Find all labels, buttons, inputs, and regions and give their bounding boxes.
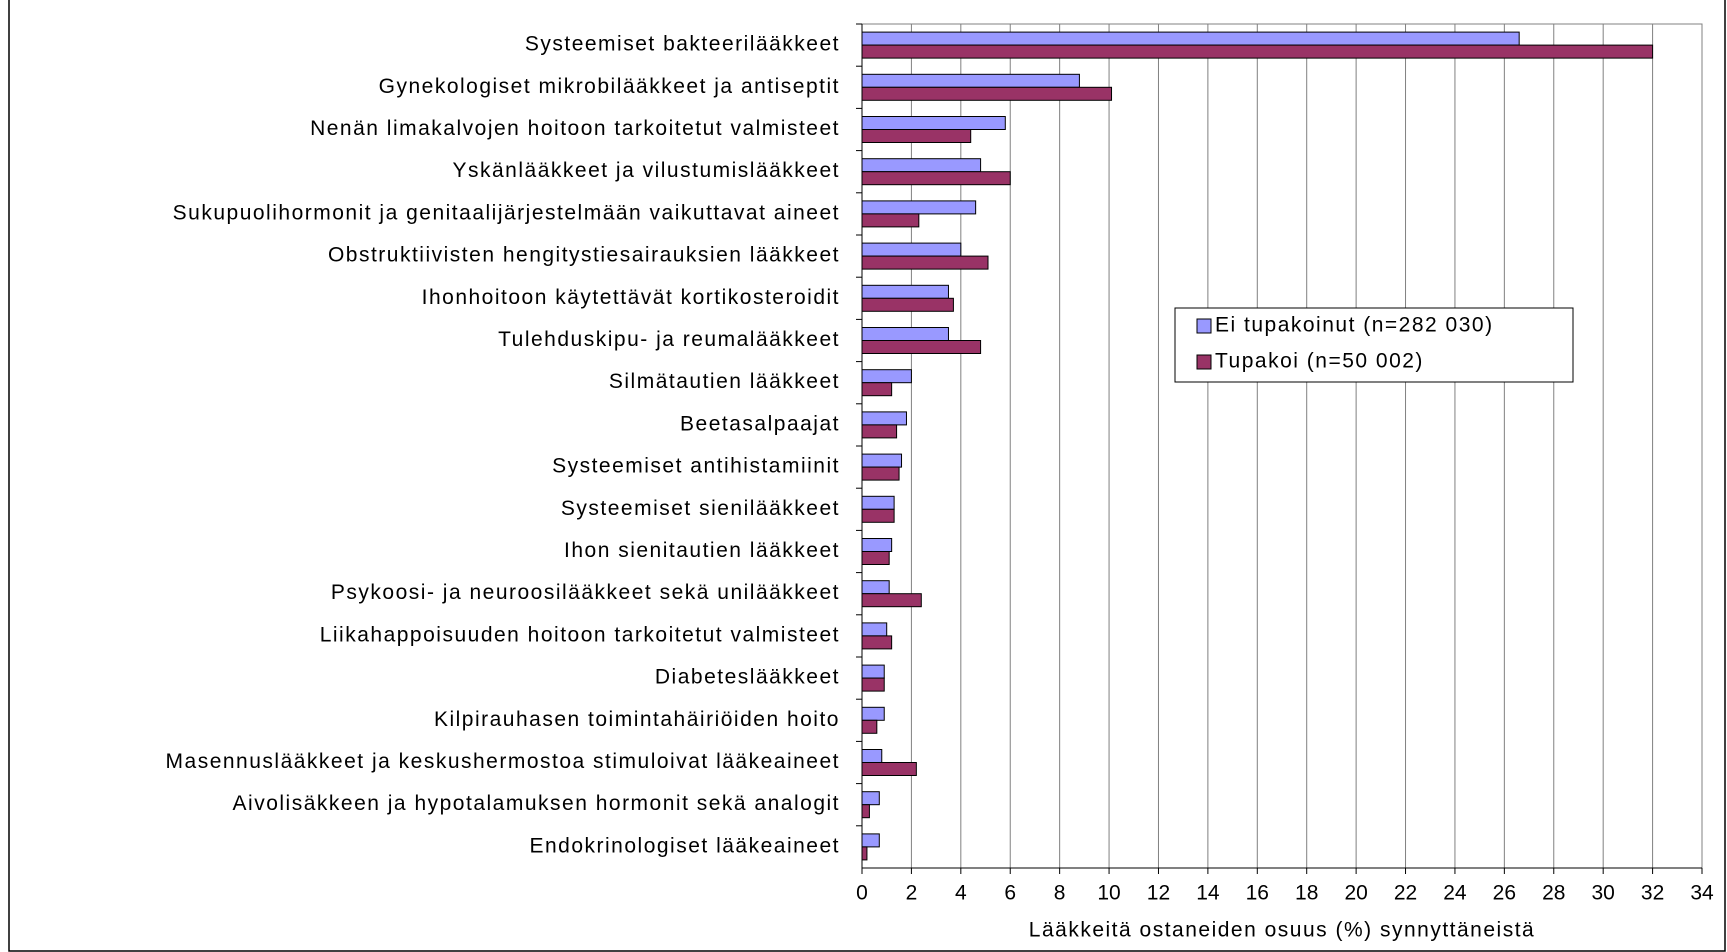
bar [861,551,890,565]
bar [861,706,885,721]
bar [861,762,917,776]
bar [861,664,885,679]
y-tick-label: Yskänlääkkeet ja vilustumislääkkeet [453,159,841,182]
bar [861,242,962,257]
y-tick-label: Kilpirauhasen toimintahäiriöiden hoito [434,708,840,731]
bar [861,171,1011,186]
x-tick-label: 18 [1295,882,1318,905]
legend-swatch [1196,318,1212,334]
x-tick-label: 8 [1054,882,1066,905]
y-tick-label: Beetasalpaajat [680,412,840,435]
bar [861,538,893,552]
frame [8,0,1726,952]
bar [861,580,890,595]
bar [861,284,949,299]
bar [861,719,878,734]
x-tick-label: 12 [1147,882,1170,905]
bar [861,255,989,270]
legend-label: Ei tupakoinut (n=282 030) [1215,314,1494,337]
x-tick-label: 22 [1394,882,1417,905]
plot-area [861,23,1703,869]
bar [861,804,870,819]
x-tick-label: 10 [1097,882,1120,905]
y-tick-label: Diabeteslääkkeet [655,666,840,689]
bar [861,213,920,228]
y-tick-label: Sukupuolihormonit ja genitaalijärjestelm… [173,201,840,224]
bar [861,200,977,215]
bar [861,116,1006,130]
y-tick-label: Systeemiset sienilääkkeet [561,497,840,520]
x-tick-label: 26 [1493,882,1516,905]
legend-swatch [1196,354,1212,370]
x-tick-label: 24 [1443,882,1467,905]
bar [861,593,922,608]
bar [861,833,880,848]
bar [861,129,972,143]
x-tick-label: 32 [1641,882,1664,905]
bar [861,495,895,510]
y-tick-label: Silmätautien lääkkeet [609,370,840,393]
x-tick-label: 34 [1690,882,1714,905]
y-tick-label: Tulehduskipu- ja reumalääkkeet [498,328,840,351]
x-tick-label: 0 [856,882,868,905]
x-tick-label: 2 [906,882,918,905]
bar [861,369,912,384]
y-tick-label: Masennuslääkkeet ja keskushermostoa stim… [166,750,840,773]
x-tick-label: 6 [1004,882,1016,905]
bar [861,73,1080,88]
bar [861,622,888,637]
bar [861,411,907,426]
x-tick-label: 28 [1542,882,1565,905]
bar [861,466,900,481]
bar [861,508,895,523]
bar [861,453,903,468]
bar [861,846,868,861]
legend-box [1174,307,1574,383]
y-tick-label: Obstruktiivisten hengitystiesairauksien … [328,244,840,267]
y-tick-label: Aivolisäkkeen ja hypotalamuksen hormonit… [233,792,840,815]
bar [861,327,949,341]
y-tick-label: Nenän limakalvojen hoitoon tarkoitetut v… [310,117,840,140]
bar [861,677,885,692]
x-tick-label: 30 [1591,882,1614,905]
y-tick-label: Gynekologiset mikrobilääkkeet ja antisep… [379,75,840,98]
bar [861,424,898,439]
y-tick-label: Systeemiset antihistamiinit [552,455,840,478]
bar [861,791,880,806]
x-axis-label: Lääkkeitä ostaneiden osuus (%) synnyttän… [1029,919,1535,942]
y-tick-label: Ihonhoitoon käytettävät kortikosteroidit [422,286,840,309]
x-tick-label: 20 [1344,882,1367,905]
bar [861,31,1520,46]
x-tick-label: 4 [955,882,967,905]
bar [861,340,982,354]
bar [861,749,883,763]
x-tick-label: 16 [1246,882,1269,905]
y-tick-label: Endokrinologiset lääkeaineet [529,834,840,857]
bar [861,382,893,397]
bar [861,44,1654,59]
y-tick-label: Systeemiset bakteerilääkkeet [525,33,840,56]
bar [861,86,1113,101]
x-tick-label: 14 [1196,882,1220,905]
bar [861,158,982,173]
y-tick-label: Ihon sienitautien lääkkeet [564,539,840,562]
bar [861,635,893,650]
bar [861,297,954,312]
legend-label: Tupakoi (n=50 002) [1215,350,1424,373]
y-tick-label: Liikahappoisuuden hoitoon tarkoitetut va… [320,623,840,646]
y-tick-label: Psykoosi- ja neuroosilääkkeet sekä unilä… [331,581,840,604]
